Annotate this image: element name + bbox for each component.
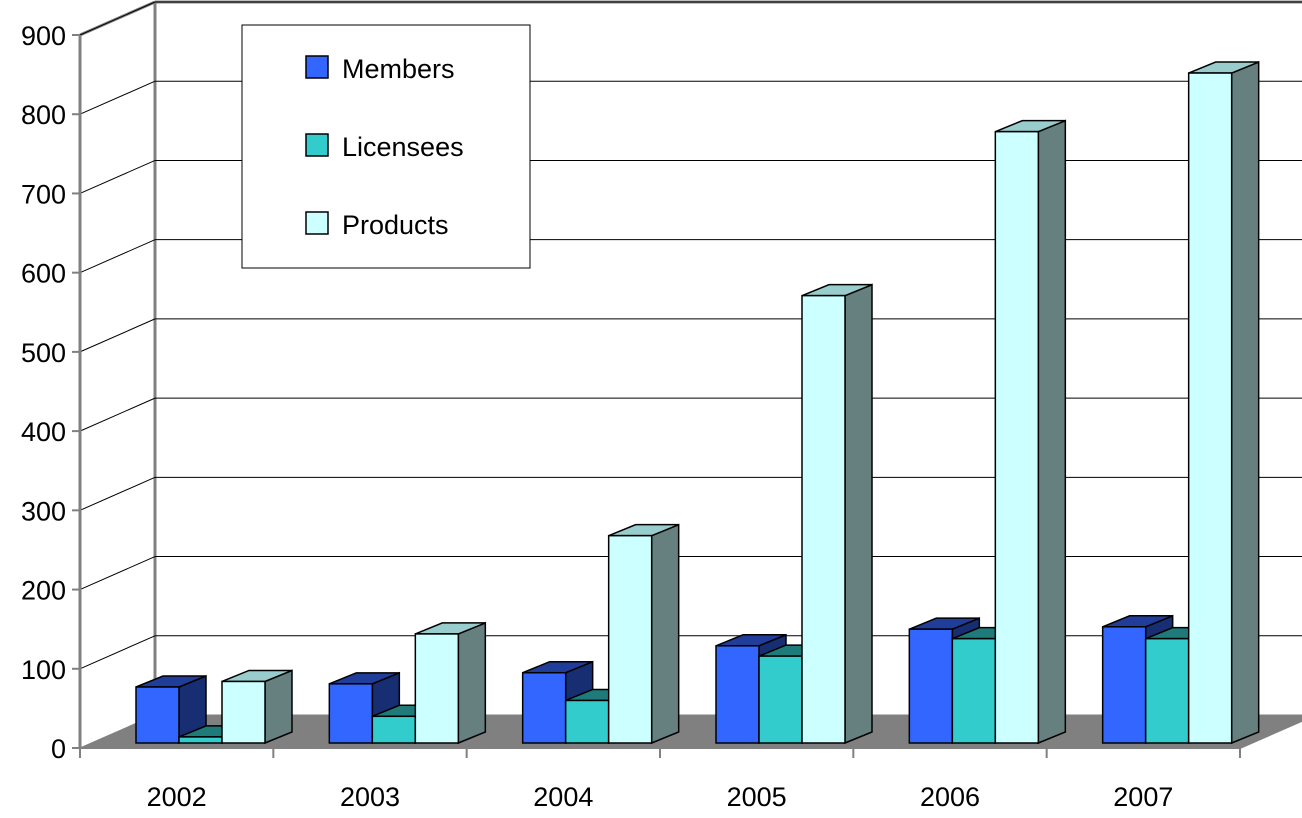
- bar: [1187, 72, 1233, 744]
- x-axis-depth-edge: [1239, 719, 1302, 749]
- gridline-side: [79, 556, 156, 591]
- bar: [758, 655, 803, 744]
- x-axis-category-labels: 2002 2003 2004 2005 2006 2007: [147, 782, 1174, 812]
- gridline-side: [79, 159, 156, 194]
- bar-side: [1037, 119, 1067, 745]
- x-category-label: 2004: [533, 782, 593, 812]
- gridline-side: [79, 397, 156, 432]
- bar: [521, 671, 567, 744]
- bar: [414, 633, 460, 744]
- bar: [715, 645, 760, 744]
- bar: [607, 534, 653, 744]
- bar: [221, 680, 266, 744]
- bar: [801, 294, 846, 744]
- bar: [178, 736, 223, 744]
- bar-side: [264, 669, 293, 745]
- y-tick-label: 500: [21, 338, 66, 368]
- bar-side: [844, 283, 873, 745]
- y-tick-label: 0: [51, 734, 66, 764]
- y-tick-label: 600: [21, 259, 66, 289]
- bar-side: [1230, 60, 1260, 745]
- x-category-label: 2002: [147, 782, 207, 812]
- bar: [328, 683, 374, 744]
- gridline-side: [79, 239, 156, 274]
- bar: [1101, 626, 1147, 744]
- bars: [135, 60, 1260, 745]
- axes: [72, 34, 1302, 758]
- bar-side: [650, 523, 680, 745]
- bar: [135, 686, 180, 744]
- bar-side: [457, 621, 487, 745]
- gridline-side: [79, 1, 156, 36]
- legend-label: Products: [342, 210, 449, 240]
- bar: [1144, 637, 1190, 744]
- legend-box: [241, 24, 531, 269]
- gridline-side: [79, 635, 156, 670]
- legend-label: Licensees: [342, 132, 464, 162]
- y-axis-tick-labels: 0 100 200 300 400 500 600 700 800 900: [21, 21, 66, 764]
- legend-label: Members: [342, 54, 455, 84]
- legend-swatch: [305, 133, 329, 157]
- y-tick-label: 800: [21, 100, 66, 130]
- bar: [371, 715, 417, 744]
- legend-swatch: [305, 55, 329, 79]
- gridline-side: [79, 80, 156, 115]
- x-category-label: 2003: [340, 782, 400, 812]
- legend-swatch: [305, 211, 329, 235]
- y-tick-label: 100: [21, 655, 66, 685]
- x-category-label: 2006: [920, 782, 980, 812]
- legend: Members Licensees Products: [241, 24, 531, 269]
- bar: [908, 628, 954, 744]
- y-tick-label: 400: [21, 417, 66, 447]
- y-tick-label: 900: [21, 21, 66, 51]
- x-category-label: 2005: [727, 782, 787, 812]
- bar: [564, 699, 610, 744]
- x-category-label: 2007: [1113, 782, 1173, 812]
- bar: [951, 637, 997, 744]
- y-tick-label: 300: [21, 496, 66, 526]
- gridline-side: [79, 318, 156, 353]
- y-tick-label: 700: [21, 179, 66, 209]
- bar: [994, 130, 1040, 744]
- gridline-side: [79, 476, 156, 511]
- y-tick-label: 200: [21, 576, 66, 606]
